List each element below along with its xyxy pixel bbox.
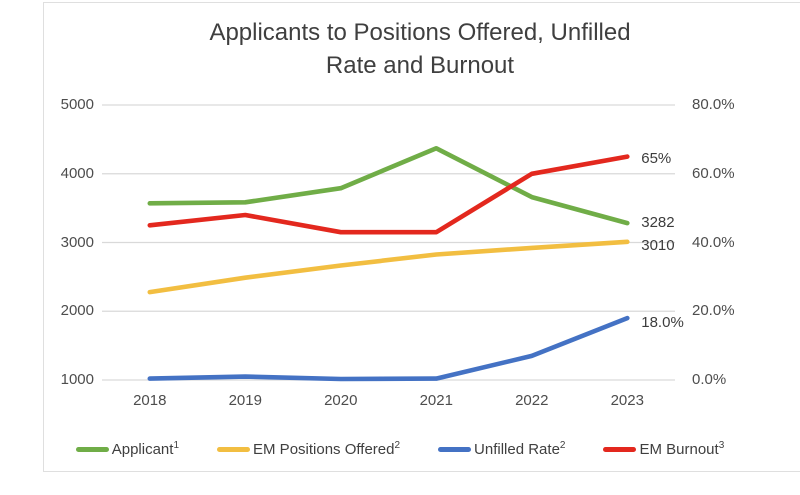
- legend-label: EM Burnout3: [639, 440, 725, 458]
- x-axis-tick: 2021: [419, 392, 453, 409]
- data-label-em-positions-offered: 3010: [641, 236, 675, 254]
- right-axis-tick: 40.0%: [692, 233, 735, 251]
- data-label-applicant: 3282: [641, 214, 675, 232]
- series-line-em-positions-offered: [147, 239, 630, 295]
- chart-title: Applicants to Positions Offered, Unfille…: [40, 16, 800, 82]
- legend-item-em-positions-offered: EM Positions Offered2: [217, 440, 400, 458]
- legend-label: Unfilled Rate2: [474, 440, 566, 458]
- series-line-unfilled-rate: [147, 315, 630, 382]
- right-axis-tick: 20.0%: [692, 302, 735, 320]
- x-axis-tick: 2022: [515, 392, 549, 409]
- legend-swatch-em-burnout: [603, 446, 637, 452]
- left-axis-tick: 1000: [60, 371, 94, 388]
- legend-swatch-em-positions-offered: [217, 446, 251, 452]
- x-axis-tick: 2018: [133, 392, 167, 409]
- data-label-em-burnout: 65%: [641, 149, 672, 167]
- left-axis-tick: 3000: [60, 233, 94, 251]
- legend-swatch-unfilled-rate: [438, 446, 472, 452]
- data-label-unfilled-rate: 18.0%: [641, 314, 684, 332]
- legend-label: EM Positions Offered2: [253, 440, 401, 458]
- chart-title-line1: Applicants to Positions Offered, Unfille…: [209, 19, 631, 46]
- left-axis-tick: 2000: [60, 302, 94, 320]
- legend-item-em-burnout: EM Burnout3: [603, 440, 724, 458]
- legend-swatch-applicant: [75, 446, 109, 452]
- series-line-em-burnout: [147, 154, 630, 235]
- legend: Applicant1 EM Positions Offered2 Unfilled …: [0, 440, 800, 458]
- chart-title-line2: Rate and Burnout: [325, 52, 515, 79]
- right-axis-tick: 60.0%: [692, 164, 735, 182]
- x-axis-tick: 2020: [324, 392, 358, 409]
- x-axis-tick: 2019: [228, 392, 262, 409]
- right-axis-tick: 0.0%: [692, 371, 727, 388]
- left-axis-tick: 5000: [60, 96, 94, 113]
- left-axis-tick: 4000: [60, 164, 94, 182]
- legend-item-unfilled-rate: Unfilled Rate2: [438, 440, 565, 458]
- legend-item-applicant: Applicant1: [75, 440, 180, 458]
- legend-label: Applicant1: [111, 440, 180, 458]
- series-line-applicant: [147, 146, 630, 226]
- x-axis-tick: 2023: [610, 392, 644, 409]
- right-axis-tick: 80.0%: [692, 96, 735, 113]
